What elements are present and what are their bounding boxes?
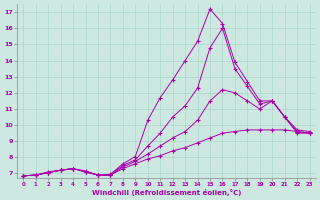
X-axis label: Windchill (Refroidissement éolien,°C): Windchill (Refroidissement éolien,°C) [92,189,241,196]
